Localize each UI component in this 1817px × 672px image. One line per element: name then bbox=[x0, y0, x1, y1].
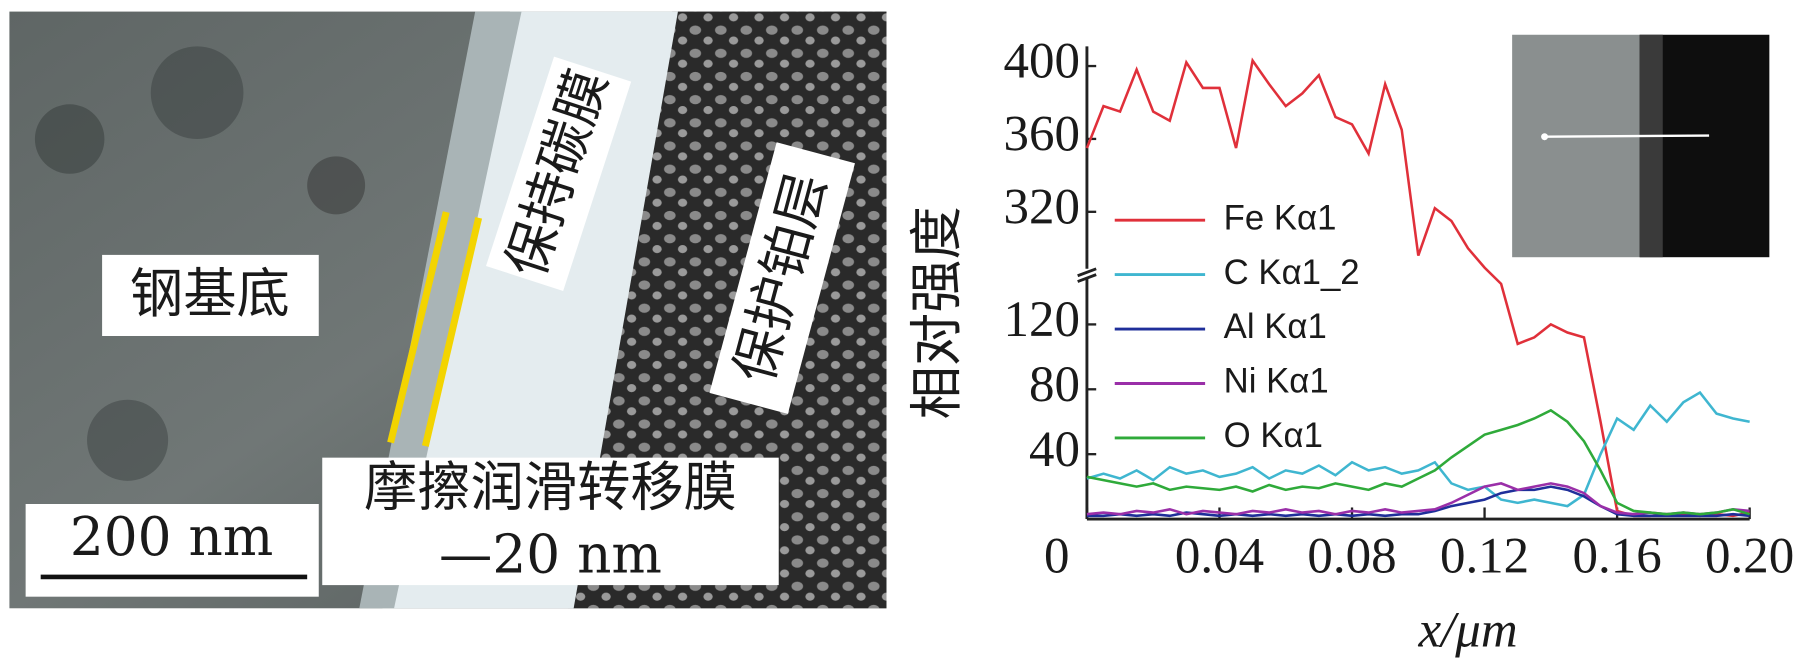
scale-bar-label: 200 nm bbox=[70, 506, 273, 568]
legend-label: Al Kα1 bbox=[1224, 308, 1327, 346]
series-line bbox=[1086, 408, 1751, 516]
y-tick-label: 120 bbox=[1004, 292, 1080, 348]
substrate-label: 钢基底 bbox=[130, 263, 290, 325]
plot: 相对强度 x/μm 40 80 120 320 360 400 0 0.04 0.08 0.12 0… bbox=[906, 34, 1794, 659]
series-line bbox=[1086, 390, 1750, 508]
x-tick-label: 0.04 bbox=[1175, 528, 1264, 584]
film-label: 摩擦润滑转移膜 bbox=[364, 456, 737, 518]
legend-label: Fe Kα1 bbox=[1224, 199, 1337, 237]
x-tick-label: 0.08 bbox=[1307, 528, 1396, 584]
legend-label: Ni Kα1 bbox=[1224, 363, 1329, 401]
legend-label: O Kα1 bbox=[1224, 417, 1323, 455]
series-line bbox=[1086, 485, 1750, 518]
y-tick-label: 360 bbox=[1004, 107, 1080, 163]
x-tick-label: 0.20 bbox=[1705, 528, 1794, 584]
x-tick-label: 0.12 bbox=[1440, 528, 1529, 584]
legend-label: C Kα1_2 bbox=[1224, 254, 1360, 292]
y-tick-label: 80 bbox=[1029, 357, 1080, 413]
y-axis-label: 相对强度 bbox=[906, 206, 968, 419]
inset-image bbox=[1512, 34, 1770, 258]
axis-break bbox=[1077, 267, 1097, 283]
tem-image: 钢基底 保持碳膜 保护铂层 摩擦润滑转移膜 —20 nm 200 nm bbox=[9, 11, 887, 609]
series-line bbox=[1086, 482, 1750, 516]
film-thickness: —20 nm bbox=[439, 523, 662, 585]
y-tick-label: 400 bbox=[1004, 34, 1080, 90]
x-axis-label: x/μm bbox=[1418, 603, 1518, 659]
x-tick-label: 0.16 bbox=[1573, 528, 1662, 584]
y-tick-label: 320 bbox=[1004, 180, 1080, 236]
y-tick-label: 40 bbox=[1029, 422, 1080, 478]
x-tick-label: 0 bbox=[1044, 528, 1069, 584]
